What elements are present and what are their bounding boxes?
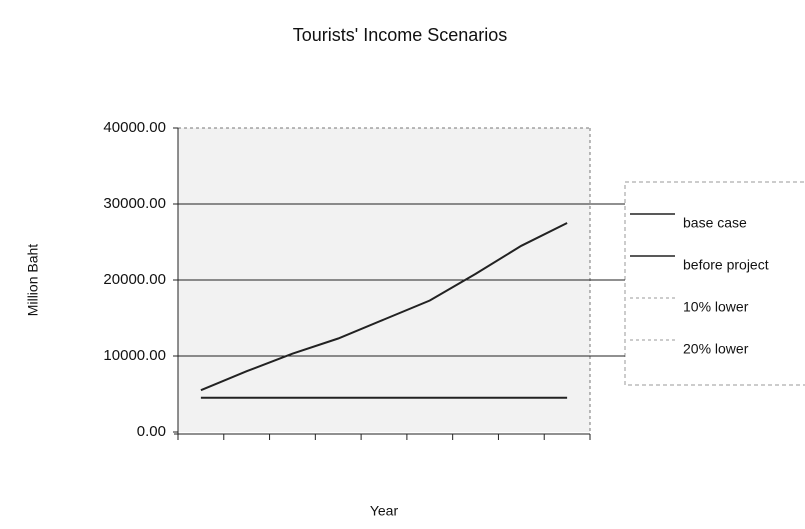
y-tick-label: 0.00 [137,423,166,440]
legend-label: base case [683,215,747,231]
legend-box [624,181,805,386]
y-axis-label: Million Baht [25,244,41,316]
chart-title: Tourists' Income Scenarios [293,25,508,45]
series-line [200,222,568,392]
y-tick-label: 40000.00 [103,119,166,136]
y-tick-label: 30000.00 [103,195,166,212]
y-tick-label: 20000.00 [103,271,166,288]
y-tick-label: 10000.00 [103,347,166,364]
legend-label: 10% lower [683,299,749,315]
legend-label: 20% lower [683,341,749,357]
x-axis-label: Year [370,503,399,519]
legend-label: before project [683,257,769,273]
